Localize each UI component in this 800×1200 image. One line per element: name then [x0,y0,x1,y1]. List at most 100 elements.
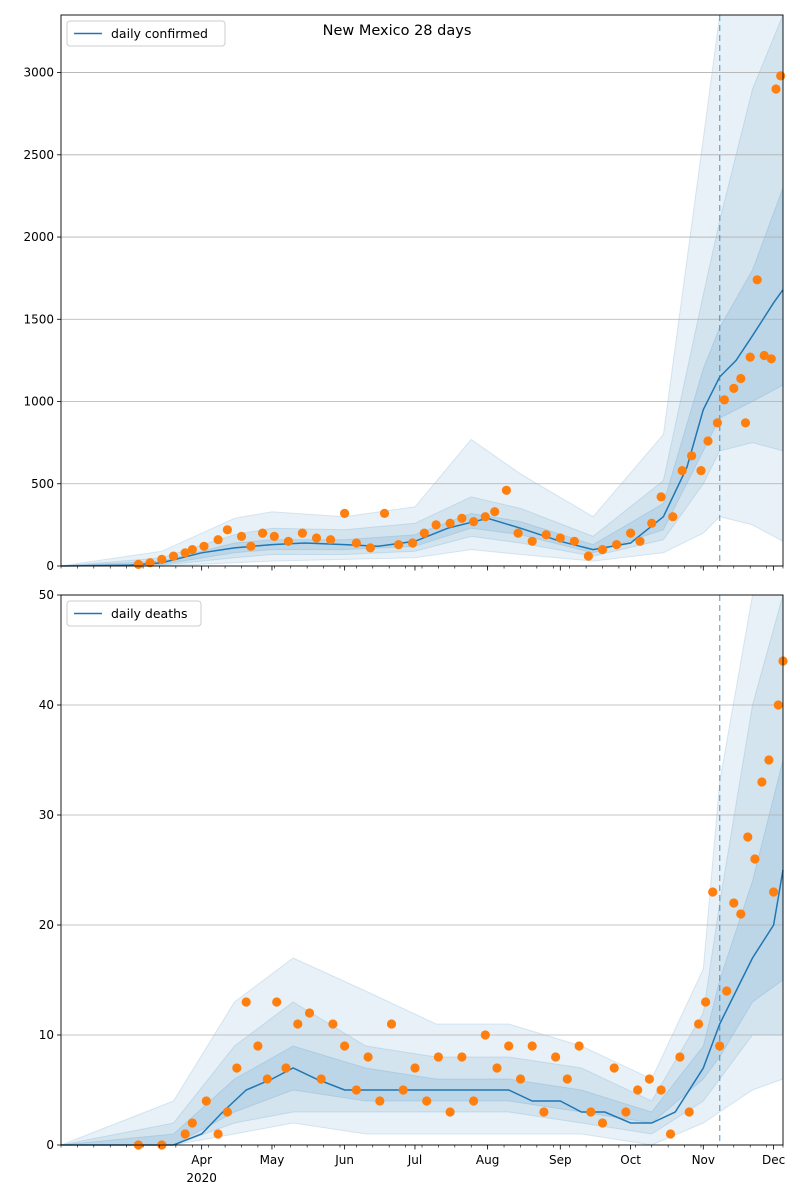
observed-point [722,986,732,996]
observed-point [759,350,769,361]
observed-point [269,531,279,542]
x-tick-label: Jul [407,1153,422,1167]
observed-point [773,700,783,710]
observed-point [504,1041,514,1051]
confirmed-legend: daily confirmed [66,20,226,47]
observed-point [398,1085,408,1095]
confirmed-legend-box [66,20,226,47]
observed-point [262,1074,272,1084]
observed-point [157,554,167,565]
y-tick-label: 20 [39,918,54,932]
observed-point [708,887,718,897]
x-tick-label: Oct [620,1153,641,1167]
x-tick-label: May [260,1153,285,1167]
observed-point [668,512,678,522]
deaths-y-axis: 0 10 20 30 40 50 [39,588,61,1152]
observed-point [583,551,594,561]
deaths-observed-points [133,656,788,1150]
observed-point [351,1085,361,1095]
confirmed-axes-frame [60,14,784,567]
confirmed-x-axis [60,566,784,571]
observed-point [222,525,232,535]
observed-point [656,1085,666,1095]
observed-point [626,528,636,538]
y-tick-label: 40 [39,698,54,712]
observed-point [635,536,645,546]
observed-point [743,832,753,842]
band-outer [60,14,784,567]
observed-point [696,466,706,476]
observed-point [351,538,361,548]
observed-point [445,1107,455,1117]
observed-point [201,1096,211,1106]
observed-point [394,540,404,550]
observed-point [609,1063,619,1073]
observed-point [469,1096,479,1106]
y-tick-label: 0 [46,1138,54,1152]
observed-point [168,551,179,561]
observed-point [621,1107,631,1117]
deaths-legend-label: daily deaths [111,606,188,621]
observed-point [562,1074,572,1084]
observed-point [386,1019,397,1029]
observed-point [145,558,155,568]
observed-point [490,507,500,517]
x-tick-label: Nov [692,1153,715,1167]
x-tick-label: Aug [476,1153,499,1167]
confirmed-legend-label: daily confirmed [111,26,208,41]
observed-point [586,1107,596,1117]
observed-point [551,1052,561,1062]
observed-point [665,1129,676,1139]
x-tick-label: Sep [549,1153,572,1167]
observed-point [326,535,336,545]
x-tick-label: Apr [191,1153,212,1167]
observed-point [644,1074,655,1084]
observed-point [375,1096,385,1106]
observed-point [419,528,429,538]
observed-point [328,1019,338,1029]
observed-point [715,1041,725,1051]
observed-point [647,518,657,528]
observed-point [253,1041,263,1051]
observed-point [363,1052,373,1062]
deaths-uncertainty-bands [60,594,784,1146]
confirmed-chart: 0 500 1000 1500 2000 2500 3000 New Mexico 28 d… [23,14,786,573]
observed-point [729,898,739,908]
observed-point [684,1107,694,1117]
observed-point [236,531,247,542]
deaths-legend: daily deaths [66,600,202,627]
observed-point [687,451,697,461]
observed-point [199,541,209,551]
observed-point [457,1052,467,1062]
observed-point [764,755,774,765]
confirmed-uncertainty-bands [60,14,784,567]
confirmed-y-axis: 0 500 1000 1500 2000 2500 3000 [23,66,61,573]
observed-point [712,418,723,428]
observed-point [222,1107,232,1117]
observed-point [246,541,256,551]
y-tick-label: 30 [39,808,54,822]
observed-point [769,887,779,897]
observed-point [258,528,268,538]
observed-point [480,512,490,522]
observed-point [293,1019,303,1029]
observed-point [410,1063,420,1073]
observed-point [633,1085,643,1095]
observed-point [501,485,511,495]
observed-point [379,508,390,518]
observed-point [469,517,479,527]
observed-point [422,1096,432,1106]
observed-point [316,1074,326,1084]
observed-point [213,535,223,545]
observed-point [569,536,580,546]
observed-point [539,1107,549,1117]
observed-point [752,275,762,285]
observed-point [527,536,537,546]
y-tick-label: 500 [31,477,54,491]
observed-point [431,520,441,530]
observed-point [241,997,251,1007]
band-outer [60,594,784,1146]
observed-point [365,543,375,553]
y-tick-label: 2500 [23,148,54,162]
